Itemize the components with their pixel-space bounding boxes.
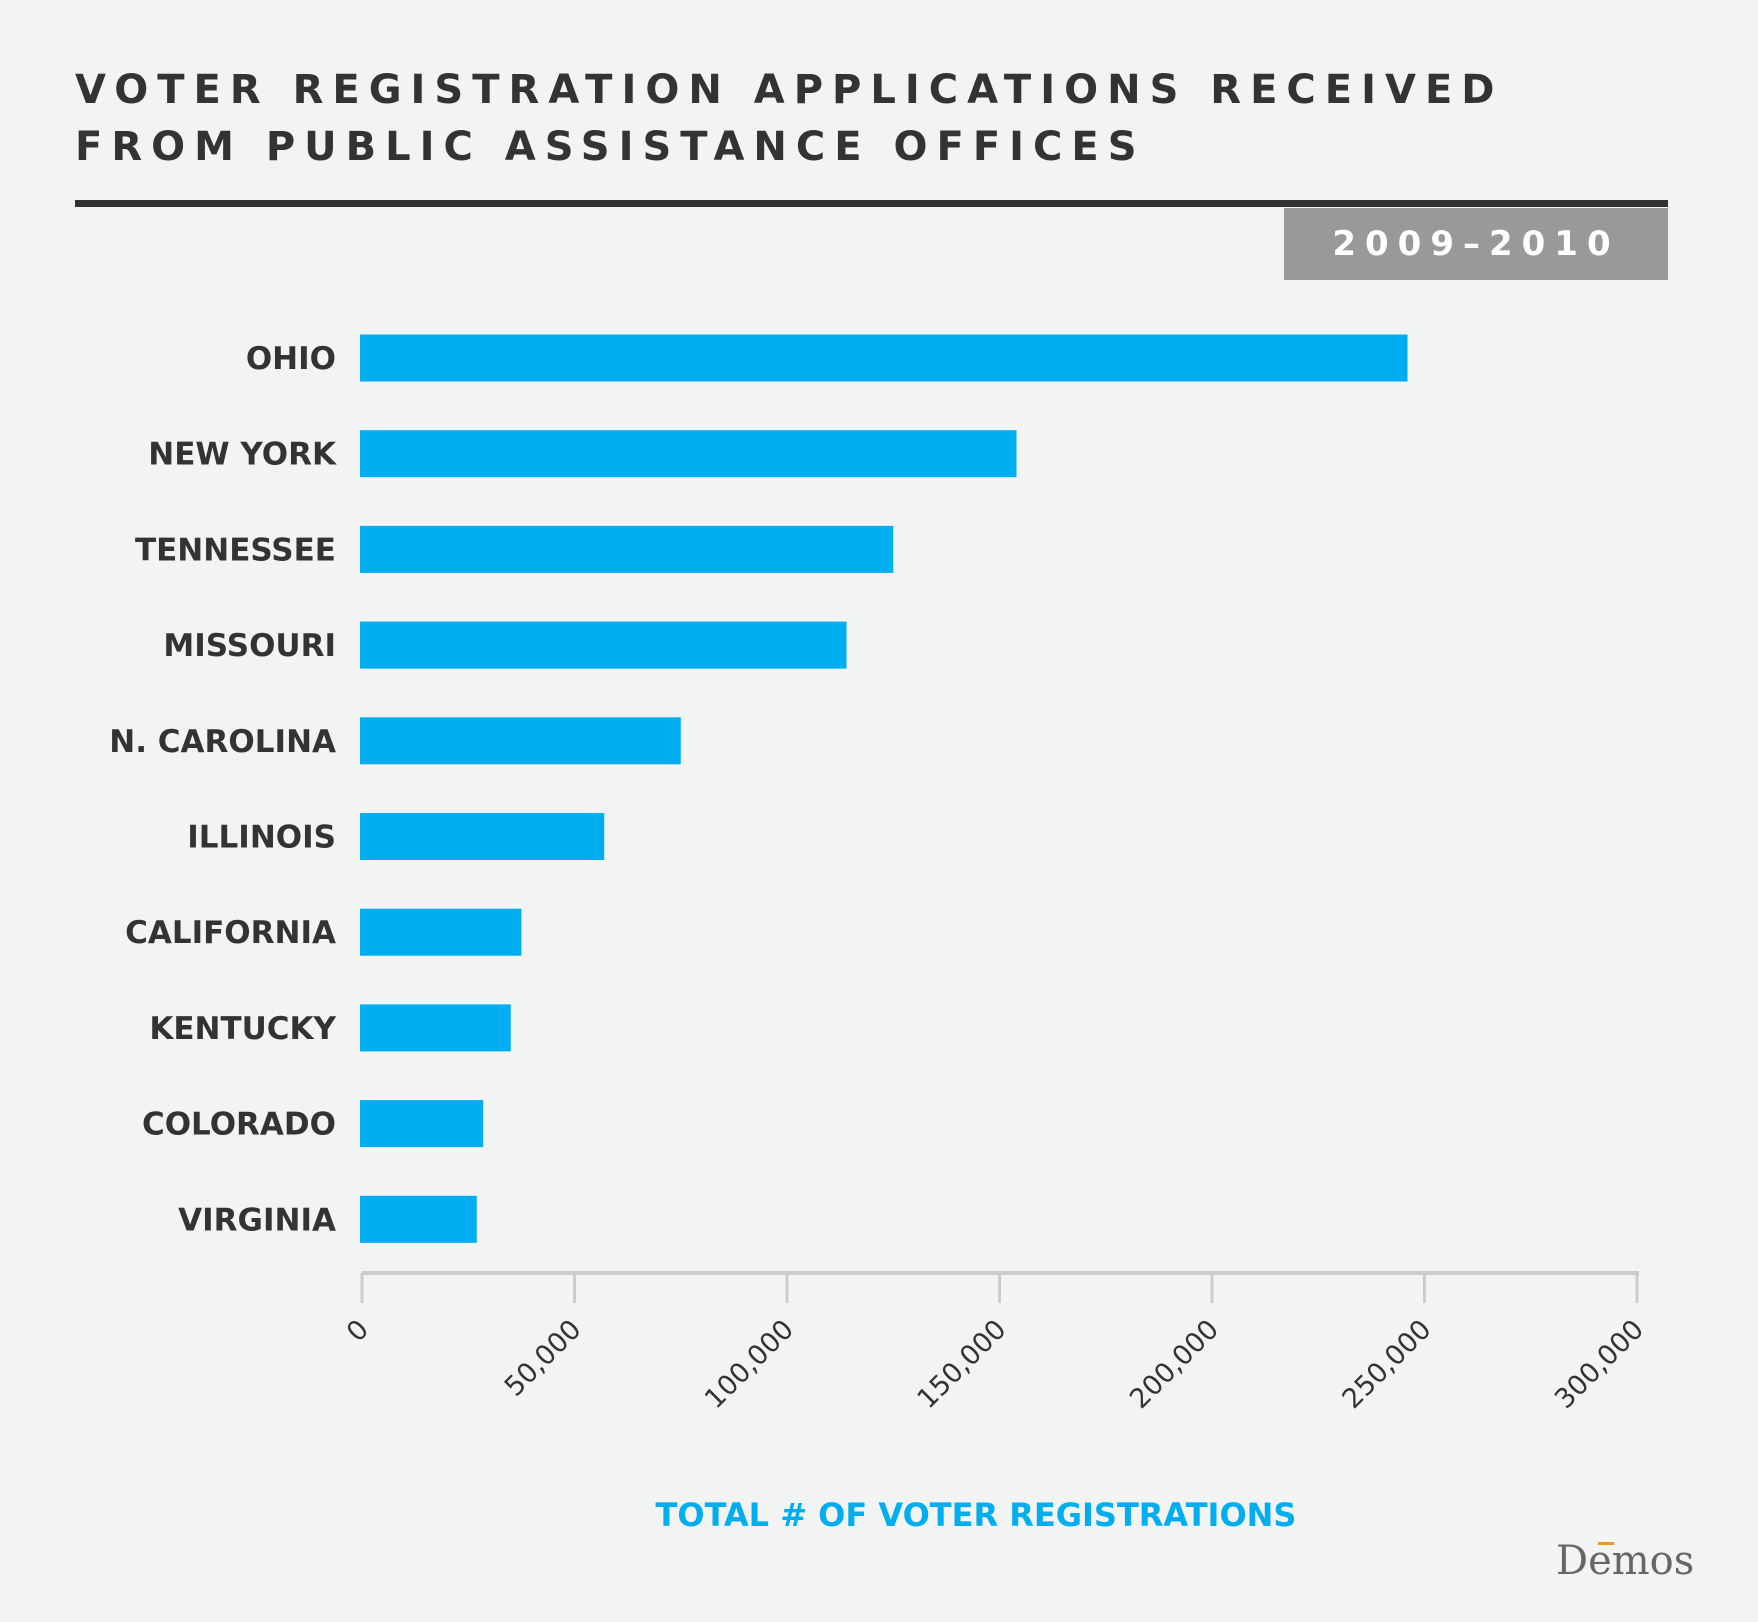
bar-virginia [360, 1195, 477, 1243]
category-label: OHIO [246, 341, 336, 377]
bar-n-carolina [360, 717, 681, 765]
bar-colorado [360, 1100, 484, 1148]
title-line-1: VOTER REGISTRATION APPLICATIONS RECEIVED [75, 67, 1504, 113]
bar-kentucky [360, 1004, 511, 1052]
x-tick-label: 50,000 [499, 1314, 588, 1403]
x-tick-label: 150,000 [912, 1314, 1013, 1415]
x-axis-title: TOTAL # OF VOTER REGISTRATIONS [656, 1496, 1297, 1534]
x-tick-label: 300,000 [1549, 1314, 1650, 1415]
bar-california [360, 908, 522, 956]
category-label: N. CAROLINA [109, 724, 336, 760]
x-tick-label: 250,000 [1337, 1314, 1438, 1415]
category-label: VIRGINIA [178, 1202, 336, 1238]
category-label: COLORADO [142, 1107, 336, 1143]
bar-missouri [360, 621, 847, 669]
title-rule [75, 200, 1668, 207]
x-tick-label: 100,000 [699, 1314, 800, 1415]
bar-illinois [360, 813, 605, 860]
x-tick-label: 200,000 [1124, 1314, 1225, 1415]
logo-accent [1598, 1542, 1614, 1545]
category-label: KENTUCKY [149, 1011, 336, 1047]
bar-tennessee [360, 525, 894, 573]
x-tick-label: 0 [341, 1314, 375, 1348]
category-label: ILLINOIS [187, 820, 336, 856]
bar-new-york [360, 430, 1017, 478]
chart-title: VOTER REGISTRATION APPLICATIONS RECEIVED… [75, 62, 1503, 176]
title-line-2: FROM PUBLIC ASSISTANCE OFFICES [75, 124, 1146, 170]
year-badge: 2009–2010 [1284, 208, 1668, 280]
category-label: NEW YORK [148, 437, 337, 473]
category-label: MISSOURI [163, 628, 336, 664]
demos-logo: Demos [1556, 1538, 1695, 1584]
bar-ohio [360, 334, 1408, 382]
category-label: CALIFORNIA [125, 915, 336, 951]
category-label: TENNESSEE [135, 532, 336, 568]
